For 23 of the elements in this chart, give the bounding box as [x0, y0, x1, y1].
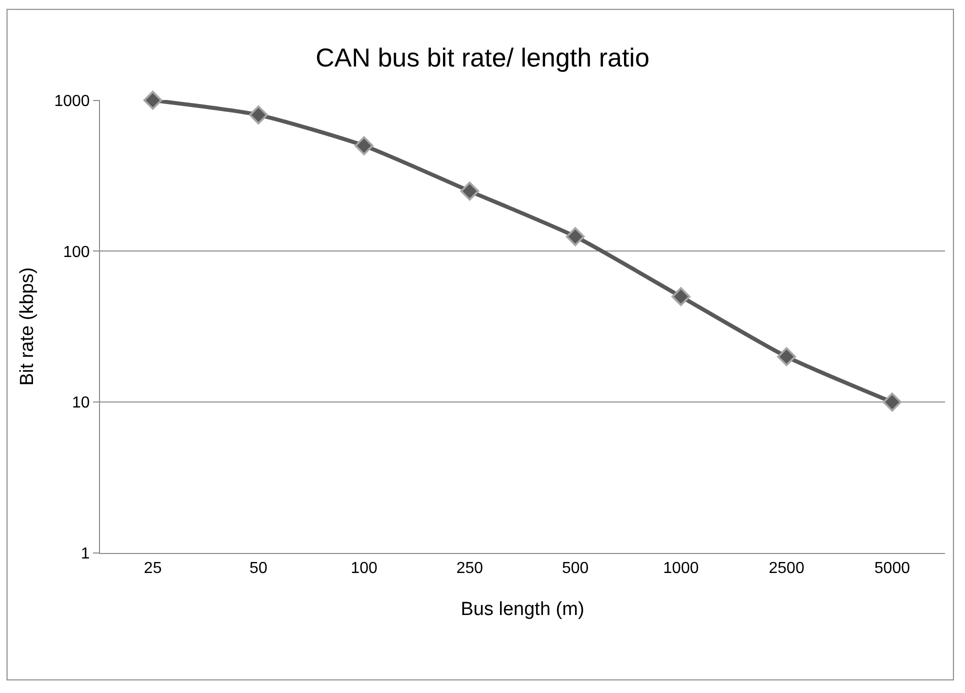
x-tick-label: 250 — [456, 560, 484, 578]
x-tick-label: 1000 — [663, 560, 699, 578]
chart-title: CAN bus bit rate/ length ratio — [316, 42, 650, 73]
y-tick-label: 1000 — [54, 92, 90, 110]
y-axis-title: Bit rate (kbps) — [17, 267, 38, 386]
point — [143, 90, 162, 110]
x-tick-label: 100 — [350, 560, 378, 578]
point — [248, 105, 268, 124]
point — [460, 182, 480, 201]
point — [566, 227, 585, 246]
y-tick-label: 100 — [63, 244, 90, 261]
point — [671, 287, 690, 306]
x-tick-label: 2500 — [768, 560, 804, 578]
x-tick-label: 5000 — [874, 560, 910, 578]
point — [777, 347, 796, 366]
x-tick-label: 500 — [562, 560, 589, 578]
point — [354, 136, 374, 156]
x-tick-label: 50 — [250, 560, 268, 578]
y-tick-label: 1 — [80, 546, 90, 563]
x-axis-title: Bus length (m) — [460, 599, 584, 620]
x-tick-label: 25 — [144, 560, 162, 578]
y-tick-label: 10 — [72, 394, 90, 412]
point — [882, 392, 902, 412]
